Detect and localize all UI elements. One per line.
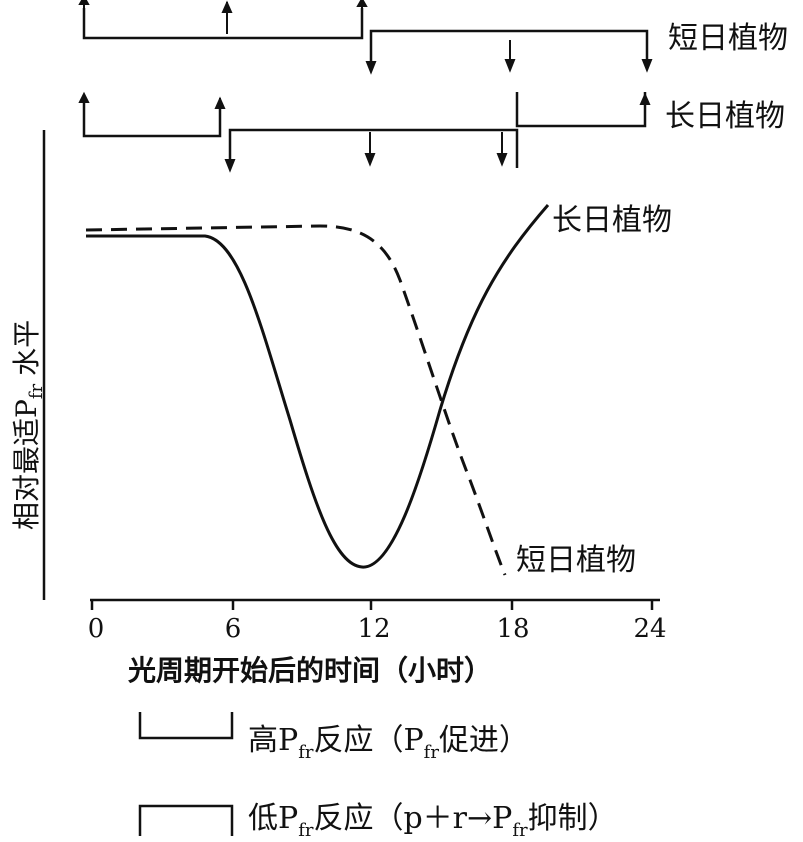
svg-text:相对最适Pfr水平: 相对最适Pfr水平 — [10, 320, 47, 530]
legend-high-bracket-icon — [138, 712, 234, 740]
x-axis-ticks — [90, 600, 654, 610]
long-day-arrows — [78, 91, 651, 173]
legend-low-pfr: 低Pfr反应（p＋r→Pfr抑制） — [138, 801, 618, 841]
legend-high-text: 高Pfr反应（Pfr促进） — [248, 723, 529, 763]
long-day-high-segment-a — [82, 98, 222, 138]
x-tick-label: 24 — [633, 614, 666, 644]
long-day-low-segment — [228, 128, 519, 168]
x-tick-label: 12 — [357, 614, 390, 644]
y-axis-label: 相对最适Pfr水平 — [10, 320, 47, 530]
long-day-timing-bar — [82, 92, 647, 168]
legend-high-pfr: 高Pfr反应（Pfr促进） — [138, 712, 529, 763]
legend-low-text: 低Pfr反应（p＋r→Pfr抑制） — [248, 801, 618, 841]
short-day-row-label: 短日植物 — [668, 21, 788, 56]
x-tick-label: 18 — [496, 614, 529, 644]
short-day-timing-bar — [82, 8, 649, 62]
short-day-curve — [85, 224, 507, 576]
short-day-curve-label: 短日植物 — [516, 543, 636, 578]
legend-low-bracket-icon — [138, 804, 234, 836]
long-day-high-segment-b — [515, 92, 647, 128]
x-tick-labels: 0 6 12 18 24 — [88, 614, 667, 644]
long-day-row-label: 长日植物 — [665, 99, 785, 134]
short-day-arrows — [78, 0, 653, 75]
x-axis-label: 光周期开始后的时间（小时） — [127, 654, 492, 687]
long-day-curve-label: 长日植物 — [552, 203, 672, 238]
x-tick-label: 0 — [88, 614, 105, 644]
long-day-curve — [86, 204, 550, 569]
x-tick-label: 6 — [225, 614, 242, 644]
short-day-high-segment — [82, 8, 364, 40]
